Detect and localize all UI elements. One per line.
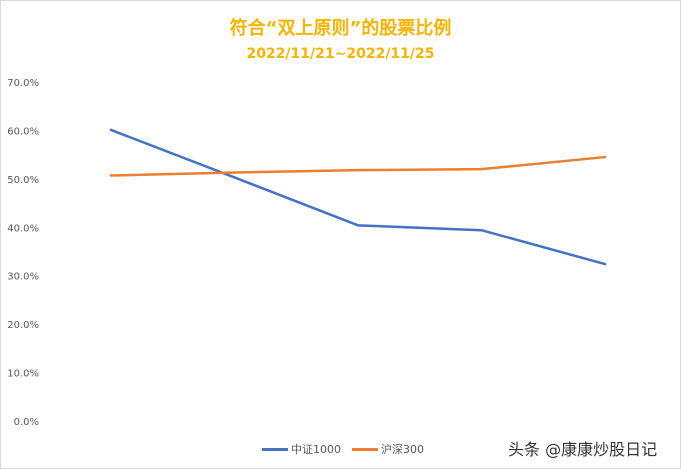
legend-label: 沪深300: [381, 443, 424, 456]
y-tick-label: 0.0%: [14, 417, 39, 428]
chart-title: 符合“双上原则”的股票比例: [229, 18, 452, 39]
y-tick-label: 30.0%: [7, 272, 39, 283]
data-point: [356, 224, 360, 227]
legend-swatch: [352, 447, 378, 451]
legend-label: 中证1000: [291, 443, 341, 456]
data-point: [233, 171, 236, 174]
legend-item-csi300: 沪深300: [352, 441, 424, 457]
data-point: [603, 155, 607, 159]
data-point: [603, 262, 607, 266]
y-tick-label: 50.0%: [7, 175, 39, 186]
y-tick-label: 60.0%: [7, 126, 39, 137]
data-point: [480, 228, 483, 232]
y-tick-label: 70.0%: [7, 78, 39, 89]
series-line-1: [109, 155, 607, 177]
y-tick-label: 10.0%: [7, 369, 39, 380]
data-point: [356, 168, 360, 172]
legend-item-csi1000: 中证1000: [262, 441, 341, 457]
watermark: 头条 @康康炒股日记: [508, 440, 658, 459]
data-point: [480, 167, 483, 171]
series-line-0: [109, 128, 607, 266]
data-point: [109, 128, 113, 132]
y-tick-label: 20.0%: [7, 320, 39, 331]
data-point: [109, 174, 113, 177]
y-tick-label: 40.0%: [7, 223, 39, 234]
chart-subtitle: 2022/11/21~2022/11/25: [246, 46, 435, 62]
legend-swatch: [262, 447, 288, 451]
data-point: [233, 176, 236, 179]
